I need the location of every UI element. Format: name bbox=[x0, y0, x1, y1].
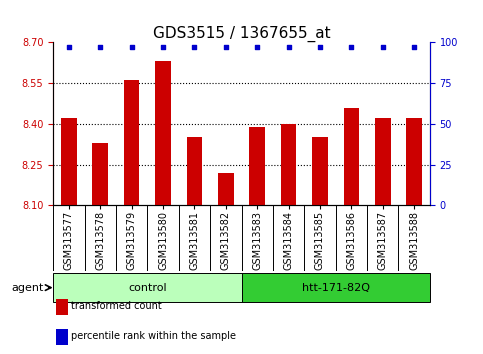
Bar bbox=[406, 119, 422, 205]
Text: GSM313583: GSM313583 bbox=[252, 211, 262, 269]
Point bbox=[97, 45, 104, 50]
Text: GSM313579: GSM313579 bbox=[127, 211, 137, 270]
Point bbox=[65, 45, 73, 50]
Bar bbox=[186, 137, 202, 205]
Point bbox=[285, 45, 293, 50]
Bar bbox=[343, 108, 359, 205]
Text: control: control bbox=[128, 282, 167, 293]
Point bbox=[348, 45, 355, 50]
Bar bbox=[155, 62, 171, 205]
Text: GSM313587: GSM313587 bbox=[378, 211, 388, 270]
Text: htt-171-82Q: htt-171-82Q bbox=[302, 282, 369, 293]
Point bbox=[253, 45, 261, 50]
Point bbox=[316, 45, 324, 50]
Point bbox=[222, 45, 230, 50]
Point bbox=[159, 45, 167, 50]
Bar bbox=[61, 119, 77, 205]
Point bbox=[128, 45, 135, 50]
Text: GSM313578: GSM313578 bbox=[95, 211, 105, 270]
Title: GDS3515 / 1367655_at: GDS3515 / 1367655_at bbox=[153, 26, 330, 42]
Point bbox=[191, 45, 199, 50]
Text: GSM313580: GSM313580 bbox=[158, 211, 168, 269]
Bar bbox=[281, 124, 297, 205]
FancyBboxPatch shape bbox=[242, 273, 430, 302]
Text: GSM313581: GSM313581 bbox=[189, 211, 199, 269]
Bar bbox=[312, 137, 328, 205]
Bar bbox=[249, 127, 265, 205]
Text: GSM313584: GSM313584 bbox=[284, 211, 294, 269]
Text: GSM313585: GSM313585 bbox=[315, 211, 325, 270]
Text: agent: agent bbox=[11, 282, 43, 293]
FancyBboxPatch shape bbox=[53, 273, 242, 302]
Bar bbox=[375, 119, 391, 205]
Text: GSM313582: GSM313582 bbox=[221, 211, 231, 270]
Text: percentile rank within the sample: percentile rank within the sample bbox=[71, 331, 237, 341]
Point bbox=[411, 45, 418, 50]
Point bbox=[379, 45, 387, 50]
Bar bbox=[92, 143, 108, 205]
Bar bbox=[218, 173, 234, 205]
Bar bbox=[124, 80, 140, 205]
Text: GSM313588: GSM313588 bbox=[409, 211, 419, 269]
Text: GSM313586: GSM313586 bbox=[346, 211, 356, 269]
Text: GSM313577: GSM313577 bbox=[64, 211, 74, 270]
Text: transformed count: transformed count bbox=[71, 301, 162, 311]
